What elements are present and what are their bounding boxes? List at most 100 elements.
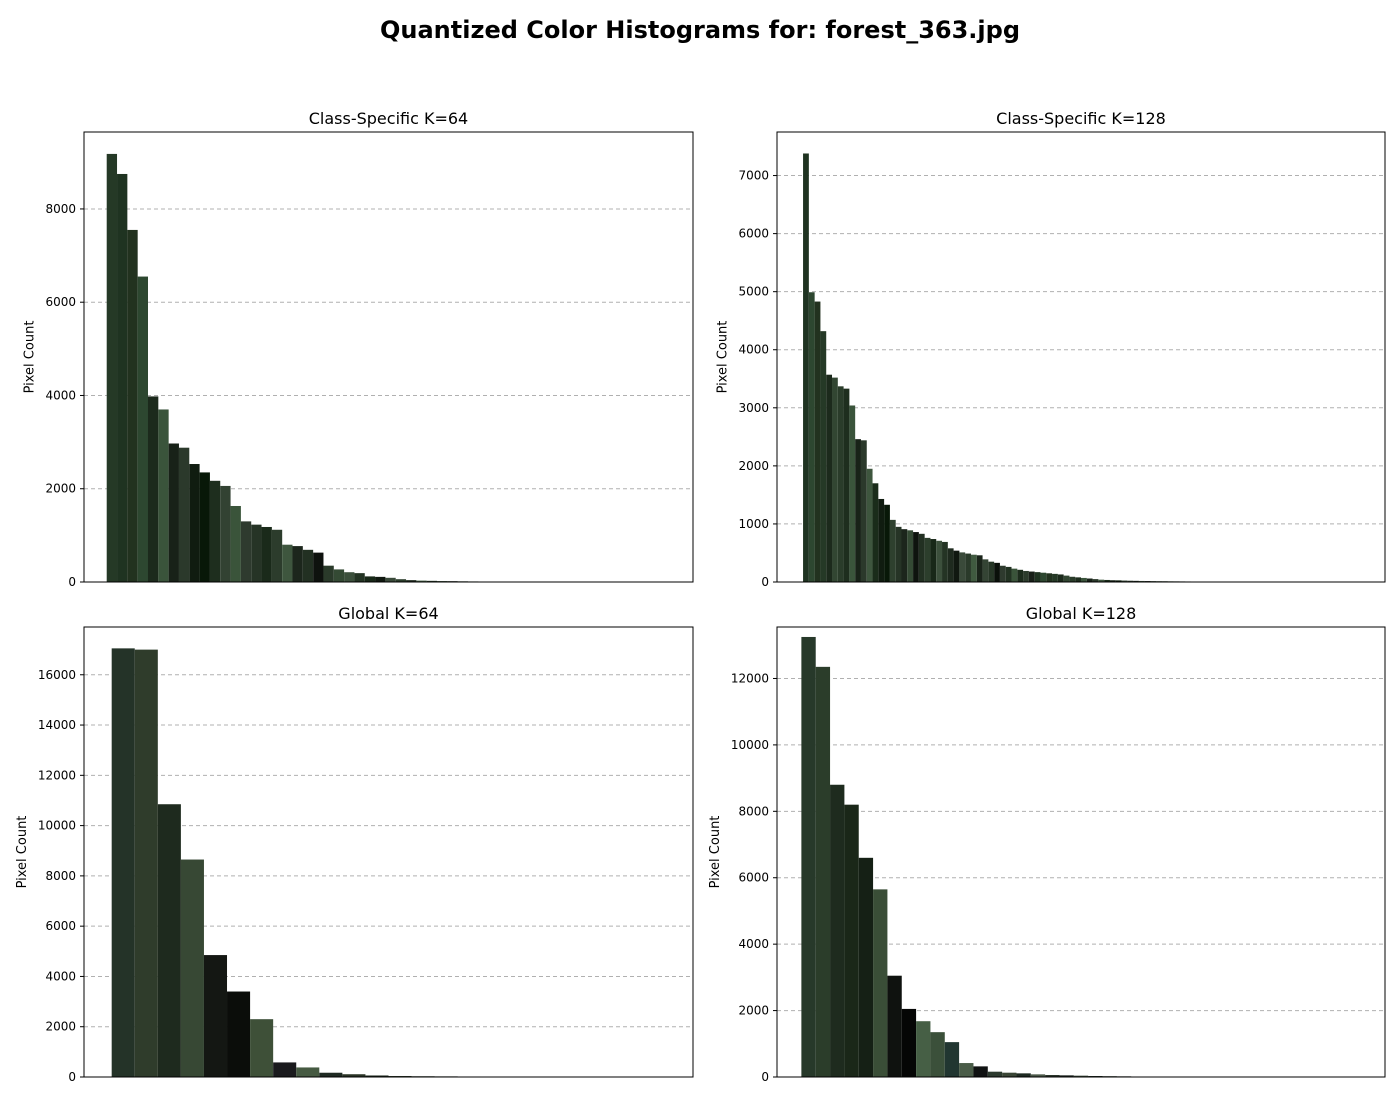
histogram-bar	[1045, 1075, 1060, 1077]
histogram-bar	[1133, 580, 1139, 582]
y-tick-label: 4000	[738, 343, 769, 357]
histogram-bar	[855, 439, 861, 582]
y-tick-label: 6000	[738, 871, 769, 885]
histogram-bar	[873, 889, 888, 1077]
y-tick-label: 6000	[45, 295, 76, 309]
y-tick-label: 8000	[45, 202, 76, 216]
histogram-bar	[313, 552, 324, 582]
y-tick-label: 2000	[738, 1004, 769, 1018]
y-tick-label: 2000	[45, 482, 76, 496]
histogram-bar	[158, 409, 169, 582]
histogram-bar	[365, 1075, 389, 1077]
y-tick-label: 14000	[38, 718, 76, 732]
histogram-bar	[947, 548, 954, 582]
histogram-bar	[959, 1063, 974, 1077]
y-tick-label: 4000	[738, 937, 769, 951]
histogram-bar	[916, 1021, 931, 1077]
histogram-bar	[375, 576, 386, 582]
histogram-bar	[302, 549, 314, 582]
histogram-bar	[168, 443, 179, 582]
histogram-bar	[930, 1032, 945, 1077]
histogram-bar	[333, 569, 345, 582]
histogram-bar	[137, 276, 148, 582]
histogram-bar	[342, 1074, 366, 1077]
histogram-bar	[832, 377, 838, 582]
y-axis-label: Pixel Count	[23, 321, 38, 394]
histogram-bar	[395, 579, 407, 582]
histogram-bar	[973, 1066, 988, 1077]
histogram-bar	[924, 537, 931, 582]
y-tick-label: 16000	[38, 668, 76, 682]
histogram-bar	[901, 1008, 917, 1077]
y-axis-label: Pixel Count	[708, 816, 723, 889]
histogram-bar	[936, 540, 943, 582]
histogram-bar	[918, 533, 925, 582]
panel-title: Class-Specific K=64	[309, 109, 468, 128]
histogram-bar	[209, 480, 221, 582]
histogram-bar	[814, 301, 821, 582]
histogram-bar	[426, 580, 438, 582]
y-tick-label: 2000	[45, 1020, 76, 1034]
histogram-bar	[319, 1072, 343, 1077]
y-tick-label: 2000	[738, 459, 769, 473]
histogram-bar	[261, 526, 272, 582]
histogram-bar	[976, 555, 983, 582]
histogram-bar	[994, 562, 1000, 582]
histogram-bar	[843, 388, 850, 582]
histogram-bar	[830, 784, 845, 1077]
y-tick-label: 12000	[731, 671, 769, 685]
histogram-bar	[959, 552, 966, 582]
histogram-bar	[849, 405, 856, 582]
histogram-bar	[385, 577, 396, 582]
histogram-bar	[1016, 1073, 1031, 1077]
histogram-bar	[111, 648, 135, 1077]
histogram-bar	[1057, 574, 1064, 582]
histogram-bar	[344, 572, 355, 582]
histogram-bar	[858, 857, 874, 1077]
histogram-bar	[987, 1071, 1003, 1077]
histogram-bar	[872, 483, 879, 582]
histogram-bar	[1098, 579, 1105, 582]
histogram-bar	[388, 1075, 412, 1077]
histogram-bar	[106, 153, 118, 582]
histogram-bar	[907, 530, 914, 582]
histogram-bar	[220, 485, 231, 582]
histogram-bar	[1081, 577, 1087, 582]
histogram-bar	[889, 519, 896, 582]
y-tick-label: 6000	[45, 919, 76, 933]
histogram-bar	[1028, 571, 1035, 582]
histogram-bar	[406, 580, 417, 582]
histogram-bar	[1023, 570, 1029, 582]
y-axis-label: Pixel Count	[15, 816, 30, 889]
y-tick-label: 8000	[45, 869, 76, 883]
histogram-bar	[117, 173, 128, 582]
axes-frame	[776, 131, 1386, 583]
histogram-bar	[895, 526, 902, 582]
histogram-bar	[1086, 578, 1093, 582]
histogram-bar	[803, 153, 809, 582]
y-tick-label: 4000	[45, 388, 76, 402]
y-tick-label: 0	[761, 575, 769, 589]
histogram-bar	[1017, 569, 1024, 582]
histogram-bar	[189, 464, 200, 582]
histogram-bar	[240, 521, 252, 582]
figure-title: Quantized Color Histograms for: forest_3…	[380, 16, 1020, 44]
histogram-bar	[930, 539, 937, 582]
histogram-bar	[296, 1067, 320, 1077]
histogram-bar	[273, 1062, 297, 1077]
histogram-bar	[1046, 573, 1053, 582]
y-tick-label: 7000	[738, 169, 769, 183]
histogram-bar	[1109, 580, 1116, 582]
panel-title: Global K=128	[1026, 604, 1137, 623]
histogram-bar	[416, 580, 427, 582]
histogram-bar	[203, 955, 228, 1077]
y-tick-label: 0	[761, 1070, 769, 1084]
histogram-bar	[815, 666, 831, 1077]
y-tick-label: 6000	[738, 227, 769, 241]
axes-frame	[776, 626, 1386, 1078]
histogram-bar	[965, 553, 971, 582]
histogram-bar	[988, 561, 995, 582]
histogram-bar	[1115, 580, 1122, 582]
histogram-bar	[982, 559, 989, 582]
